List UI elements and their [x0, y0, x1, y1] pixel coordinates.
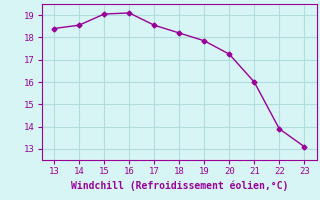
- X-axis label: Windchill (Refroidissement éolien,°C): Windchill (Refroidissement éolien,°C): [70, 180, 288, 191]
